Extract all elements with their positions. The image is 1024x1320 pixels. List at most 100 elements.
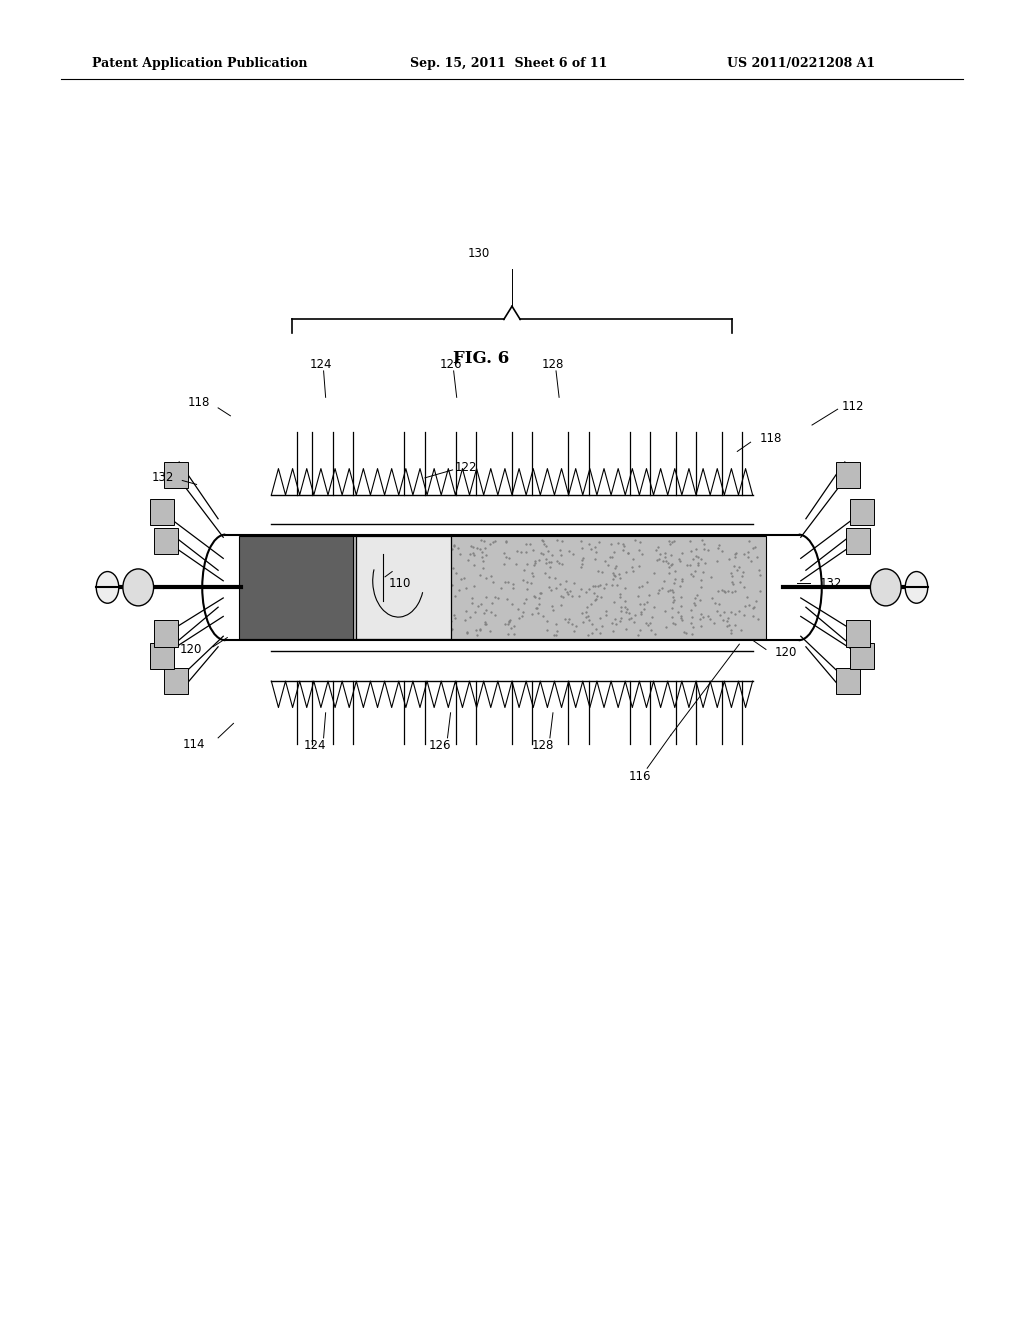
Point [406,599,422,620]
Point [663,544,679,565]
Point [615,533,632,554]
Point [620,543,636,564]
Point [650,536,667,557]
Point [468,537,484,558]
Point [662,533,678,554]
Point [414,594,430,615]
Point [611,610,628,631]
Point [500,614,516,635]
Point [516,593,532,614]
Point [728,543,744,564]
Point [397,562,414,583]
Point [736,605,753,626]
Point [690,553,707,574]
Point [464,587,480,609]
Point [458,578,474,599]
Point [657,550,674,572]
Point [477,537,494,558]
Point [687,539,703,560]
Point [592,623,608,644]
Point [352,531,369,552]
Point [715,610,731,631]
Point [483,593,500,614]
Point [388,593,404,614]
Point [476,611,493,632]
Point [471,619,487,640]
Point [580,606,596,627]
Point [650,582,667,603]
Point [658,616,675,638]
Point [360,562,377,583]
Point [643,620,659,642]
Point [549,620,565,642]
Point [666,587,682,609]
Bar [356,536,451,639]
Point [565,573,582,594]
Point [551,553,567,574]
Point [639,591,655,612]
Point [727,603,743,624]
Point [498,531,514,552]
Point [417,619,433,640]
Point [444,618,461,639]
Point [689,585,706,606]
Bar [836,668,860,694]
Point [368,561,384,582]
Point [466,545,482,566]
Point [398,591,415,612]
Point [573,602,590,623]
Point [428,585,444,606]
Point [736,544,753,565]
Point [608,574,625,595]
Point [744,537,761,558]
Point [726,556,742,577]
Point [548,614,564,635]
Point [598,574,614,595]
Point [674,543,690,564]
Point [549,529,565,550]
Point [740,541,757,562]
Point [430,620,446,642]
Text: Sep. 15, 2011  Sheet 6 of 11: Sep. 15, 2011 Sheet 6 of 11 [410,57,607,70]
Bar [154,528,178,554]
Point [615,536,632,557]
Point [720,581,736,602]
Point [581,609,597,630]
Point [537,562,553,583]
Text: 128: 128 [531,739,554,752]
Point [404,599,421,620]
Point [441,552,458,573]
Point [621,603,637,624]
Point [537,533,553,554]
Point [678,623,694,644]
Point [687,561,703,582]
Point [519,578,536,599]
Point [557,609,573,630]
Point [731,601,748,622]
Point [611,586,628,607]
Point [496,543,512,564]
Point [407,566,423,587]
Point [666,531,682,552]
Point [543,552,559,573]
Point [665,591,681,612]
Point [497,572,513,593]
Point [410,622,426,643]
Point [541,566,557,587]
Point [717,582,733,603]
Point [685,548,701,569]
Point [409,554,425,576]
Ellipse shape [123,569,154,606]
Point [445,605,462,626]
Point [553,553,569,574]
Point [604,620,621,642]
Point [447,607,464,628]
Point [666,590,682,611]
Point [398,583,415,605]
Point [468,619,484,640]
Point [583,594,599,615]
Point [392,541,409,562]
Point [367,615,383,636]
Point [631,576,647,597]
Point [625,548,641,569]
